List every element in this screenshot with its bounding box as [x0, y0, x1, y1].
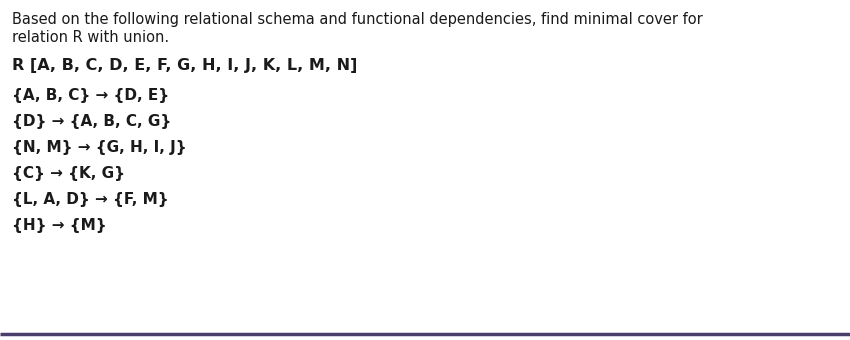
- Text: relation R with union.: relation R with union.: [12, 30, 169, 45]
- Text: {N, M} → {G, H, I, J}: {N, M} → {G, H, I, J}: [12, 140, 187, 155]
- Text: {D} → {A, B, C, G}: {D} → {A, B, C, G}: [12, 114, 171, 129]
- Text: {A, B, C} → {D, E}: {A, B, C} → {D, E}: [12, 88, 169, 103]
- Text: R [A, B, C, D, E, F, G, H, I, J, K, L, M, N]: R [A, B, C, D, E, F, G, H, I, J, K, L, M…: [12, 58, 357, 73]
- Text: {C} → {K, G}: {C} → {K, G}: [12, 166, 125, 181]
- Text: {H} → {M}: {H} → {M}: [12, 218, 106, 233]
- Text: {L, A, D} → {F, M}: {L, A, D} → {F, M}: [12, 192, 168, 207]
- Text: Based on the following relational schema and functional dependencies, find minim: Based on the following relational schema…: [12, 12, 703, 27]
